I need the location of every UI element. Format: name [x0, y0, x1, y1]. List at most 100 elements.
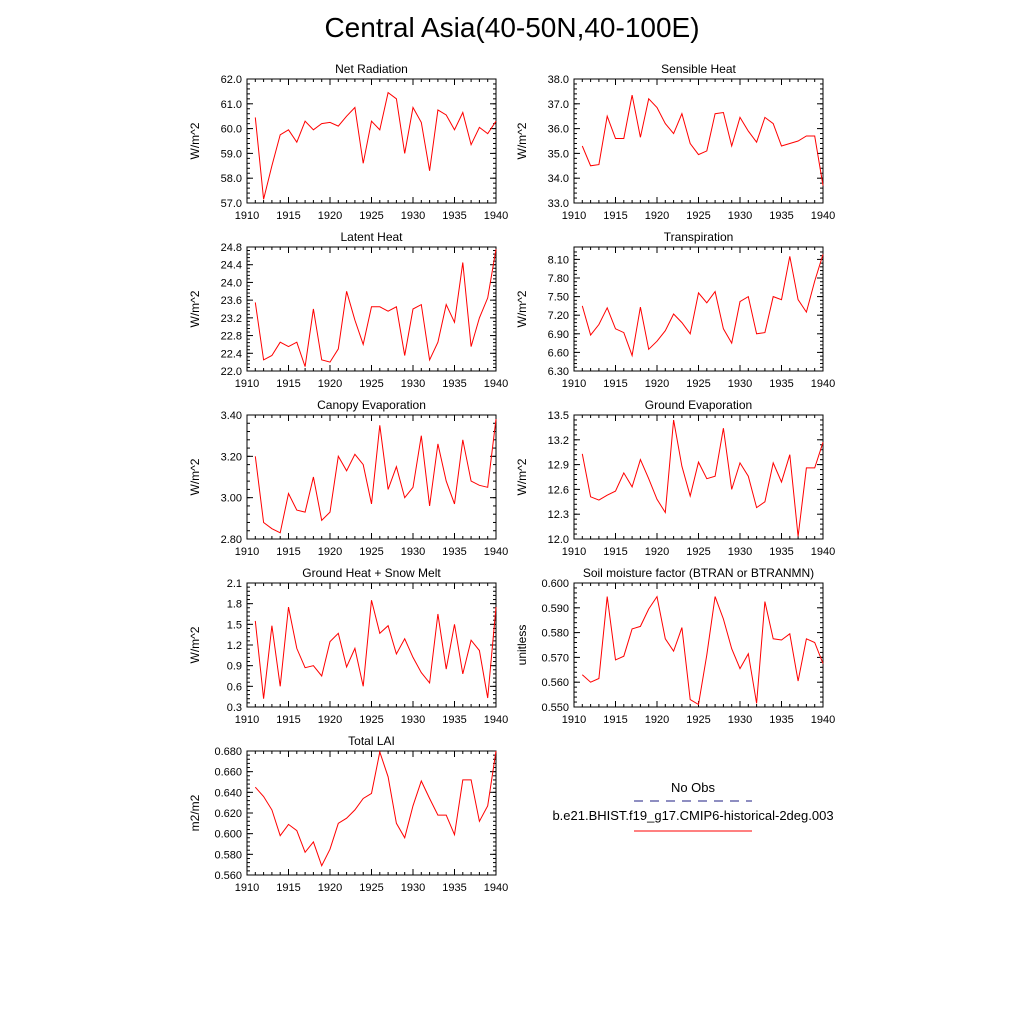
x-tick-label: 1935 [442, 378, 466, 390]
y-tick-label: 37.0 [548, 99, 569, 111]
x-tick-label: 1915 [276, 378, 300, 390]
y-tick-label: 33.0 [548, 198, 569, 210]
x-tick-label: 1925 [686, 714, 710, 726]
x-tick-label: 1920 [318, 378, 342, 390]
y-tick-label: 7.20 [548, 310, 569, 322]
x-tick-label: 1935 [442, 882, 466, 894]
x-tick-label: 1915 [276, 210, 300, 222]
chart-panel-1: Net Radiation W/m^2 1910 1915 1920 1925 1930 19… [188, 62, 508, 222]
chart-panel-5: Canopy Evaporation W/m^2 1910 1915 1920 1925 1… [188, 398, 508, 558]
x-tick-label: 1915 [603, 546, 627, 558]
y-tick-label: 3.40 [221, 410, 242, 422]
x-tick-label: 1920 [318, 882, 342, 894]
y-tick-label: 23.2 [221, 313, 242, 325]
x-tick-label: 1930 [728, 378, 752, 390]
x-tick-label: 1940 [484, 546, 508, 558]
x-tick-label: 1910 [235, 378, 259, 390]
series-line [254, 600, 497, 699]
x-tick-label: 1930 [401, 546, 425, 558]
y-axis-label: W/m^2 [515, 458, 529, 495]
series-line [254, 750, 497, 867]
y-tick-label: 6.90 [548, 329, 569, 341]
y-tick-label: 60.0 [221, 124, 242, 136]
series-line [254, 249, 497, 367]
y-axis-label: W/m^2 [188, 122, 202, 159]
y-tick-label: 13.5 [548, 410, 569, 422]
plot-frame [573, 78, 824, 204]
x-tick-label: 1915 [276, 882, 300, 894]
y-tick-label: 0.580 [214, 849, 242, 861]
series-line [581, 419, 824, 537]
x-tick-label: 1915 [276, 714, 300, 726]
x-tick-label: 1910 [562, 378, 586, 390]
legend-model-label: b.e21.BHIST.f19_g17.CMIP6-historical-2de… [552, 808, 833, 823]
y-tick-label: 6.30 [548, 366, 569, 378]
y-tick-label: 0.570 [541, 652, 569, 664]
x-tick-label: 1920 [645, 378, 669, 390]
y-tick-label: 12.9 [548, 460, 569, 472]
series-line [581, 595, 824, 706]
chart-panel-2: Sensible Heat W/m^2 1910 1915 1920 1925 1930 19… [515, 62, 835, 222]
y-tick-label: 7.50 [548, 292, 569, 304]
y-tick-label: 0.3 [227, 702, 242, 714]
panel-title: Soil moisture factor (BTRAN or BTRANMN) [583, 566, 814, 580]
legend-obs-label: No Obs [671, 780, 716, 795]
panel-title: Net Radiation [335, 62, 408, 76]
x-tick-label: 1915 [603, 378, 627, 390]
legend: No Obs b.e21.BHIST.f19_g17.CMIP6-historic… [552, 780, 834, 832]
y-tick-label: 62.0 [221, 74, 242, 86]
x-tick-label: 1935 [442, 210, 466, 222]
plot-frame [573, 414, 824, 540]
x-tick-label: 1920 [645, 546, 669, 558]
x-tick-label: 1935 [769, 714, 793, 726]
chart-panel-7: Ground Heat + Snow Melt W/m^2 1910 1915 1920… [188, 566, 508, 726]
plot-frame [246, 414, 497, 540]
x-tick-label: 1925 [686, 378, 710, 390]
y-axis-label: W/m^2 [188, 290, 202, 327]
x-tick-label: 1940 [484, 210, 508, 222]
x-tick-label: 1910 [562, 546, 586, 558]
x-tick-label: 1935 [769, 378, 793, 390]
y-tick-label: 3.20 [221, 451, 242, 463]
x-tick-label: 1925 [359, 210, 383, 222]
y-tick-label: 0.600 [541, 578, 569, 590]
x-tick-label: 1940 [811, 714, 835, 726]
y-tick-label: 0.600 [214, 829, 242, 841]
x-tick-label: 1940 [484, 882, 508, 894]
series-line [254, 419, 497, 534]
y-tick-label: 0.590 [541, 603, 569, 615]
x-tick-label: 1920 [645, 210, 669, 222]
x-tick-label: 1920 [645, 714, 669, 726]
chart-panel-8: Soil moisture factor (BTRAN or BTRANMN) u… [515, 566, 835, 726]
y-tick-label: 2.80 [221, 534, 242, 546]
y-tick-label: 35.0 [548, 148, 569, 160]
x-tick-label: 1910 [235, 714, 259, 726]
y-tick-label: 8.10 [548, 254, 569, 266]
y-tick-label: 22.4 [221, 348, 242, 360]
y-axis-label: W/m^2 [188, 626, 202, 663]
panel-title: Transpiration [664, 230, 734, 244]
y-tick-label: 0.550 [541, 702, 569, 714]
x-tick-label: 1915 [603, 210, 627, 222]
panel-title: Sensible Heat [661, 62, 736, 76]
x-tick-label: 1925 [686, 546, 710, 558]
x-tick-label: 1930 [728, 210, 752, 222]
x-tick-label: 1930 [401, 882, 425, 894]
x-tick-label: 1930 [401, 714, 425, 726]
x-tick-label: 1910 [235, 882, 259, 894]
y-tick-label: 12.6 [548, 484, 569, 496]
chart-panel-4: Transpiration W/m^2 1910 1915 1920 1925 1930 19… [515, 230, 835, 390]
x-tick-label: 1940 [811, 378, 835, 390]
x-tick-label: 1940 [811, 546, 835, 558]
y-tick-label: 24.0 [221, 277, 242, 289]
x-tick-label: 1940 [484, 714, 508, 726]
x-tick-label: 1940 [484, 378, 508, 390]
y-tick-label: 1.2 [227, 640, 242, 652]
y-tick-label: 7.80 [548, 273, 569, 285]
y-tick-label: 6.60 [548, 347, 569, 359]
y-tick-label: 12.3 [548, 509, 569, 521]
x-tick-label: 1920 [318, 714, 342, 726]
y-axis-label: W/m^2 [515, 122, 529, 159]
y-tick-label: 22.0 [221, 366, 242, 378]
